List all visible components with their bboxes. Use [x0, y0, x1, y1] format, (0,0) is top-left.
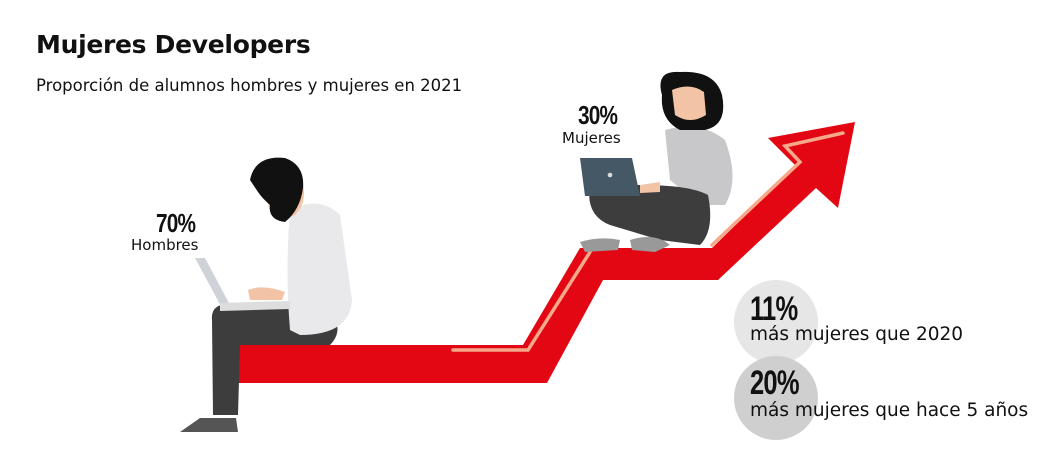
- stat-2-value: 20%: [750, 364, 800, 402]
- man-figure: [180, 157, 352, 432]
- men-percentage: 70%: [156, 208, 196, 238]
- growth-arrow: [235, 122, 855, 383]
- women-percentage: 30%: [578, 100, 618, 130]
- women-label: Mujeres: [562, 129, 621, 147]
- men-label: Hombres: [131, 236, 199, 254]
- stat-1-text: más mujeres que 2020: [750, 324, 964, 345]
- stat-circle-1: [734, 280, 818, 364]
- page-subtitle: Proporción de alumnos hombres y mujeres …: [36, 76, 463, 95]
- arrow-highlight-upper: [710, 131, 845, 247]
- stat-circle-2: [734, 356, 818, 440]
- page-title: Mujeres Developers: [36, 30, 311, 59]
- arrow-highlight: [451, 250, 592, 352]
- stat-2-text: más mujeres que hace 5 años: [750, 400, 1029, 421]
- stat-1-value: 11%: [750, 290, 798, 328]
- woman-figure: [580, 71, 733, 252]
